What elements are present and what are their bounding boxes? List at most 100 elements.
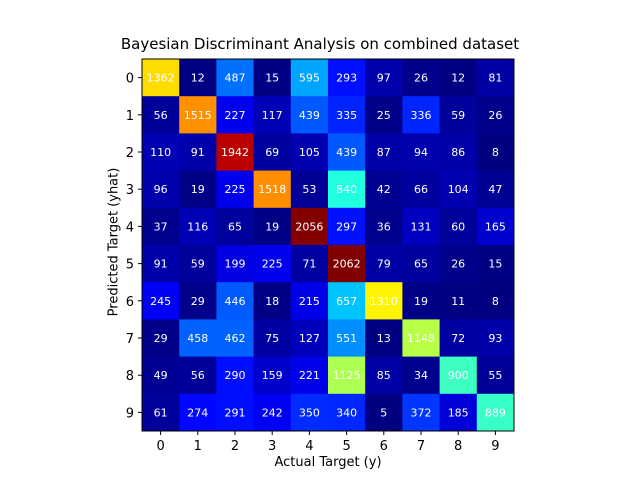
cell-value-label: 29 xyxy=(154,332,168,345)
cell-value-label: 75 xyxy=(265,332,279,345)
heatmap-cell xyxy=(179,245,217,283)
heatmap-cell xyxy=(216,207,255,246)
x-tick-label: 4 xyxy=(305,439,313,454)
cell-value-label: 900 xyxy=(448,369,469,382)
heatmap-cell xyxy=(476,207,515,246)
cell-value-label: 1362 xyxy=(147,72,175,85)
heatmap-cell xyxy=(179,59,217,97)
cell-value-label: 372 xyxy=(411,406,432,419)
x-tick-label: 9 xyxy=(491,439,499,454)
heatmap-cell xyxy=(253,133,292,172)
cell-value-label: 15 xyxy=(265,72,279,85)
heatmap-cell xyxy=(142,393,180,432)
heatmap-cell xyxy=(253,245,292,283)
cell-value-label: 59 xyxy=(191,258,205,271)
heatmap-cell xyxy=(476,133,515,172)
cell-value-label: 71 xyxy=(302,258,316,271)
cell-value-label: 93 xyxy=(488,332,502,345)
heatmap-cell xyxy=(402,207,441,246)
cell-value-label: 96 xyxy=(154,183,168,196)
y-tick-label: 7 xyxy=(126,332,134,347)
heatmap-cell xyxy=(365,207,403,246)
heatmap-cell xyxy=(216,170,255,209)
heatmap-cell xyxy=(290,393,329,432)
cell-value-label: 340 xyxy=(336,406,357,419)
heatmap-cell xyxy=(290,133,329,172)
cell-value-label: 165 xyxy=(485,220,506,233)
cell-value-label: 94 xyxy=(414,146,428,159)
cell-value-label: 242 xyxy=(262,406,283,419)
heatmap-cell xyxy=(365,245,403,283)
heatmap-cell xyxy=(439,393,478,432)
heatmap-cell xyxy=(142,319,180,358)
heatmap-cell xyxy=(142,282,180,320)
cell-value-label: 18 xyxy=(265,295,279,308)
heatmap-cell xyxy=(253,170,292,209)
heatmap-cell xyxy=(216,245,255,283)
cell-value-label: 458 xyxy=(187,332,208,345)
heatmap-cell xyxy=(365,393,403,432)
y-tick-label: 8 xyxy=(126,369,134,384)
cell-value-label: 227 xyxy=(225,109,246,122)
heatmap-cell xyxy=(402,319,441,358)
heatmap-cell xyxy=(476,59,515,97)
heatmap-cell xyxy=(402,96,441,134)
cell-value-label: 85 xyxy=(377,369,391,382)
heatmap-cell xyxy=(439,245,478,283)
cell-value-label: 350 xyxy=(299,406,320,419)
heatmap-cell xyxy=(365,59,403,97)
cell-value-label: 439 xyxy=(299,109,320,122)
heatmap-cells xyxy=(142,59,515,432)
cell-value-label: 72 xyxy=(451,332,465,345)
cell-value-label: 5 xyxy=(380,406,387,419)
heatmap-cell xyxy=(328,245,366,283)
heatmap-cell xyxy=(142,207,180,246)
cell-value-label: 56 xyxy=(191,369,205,382)
heatmap-cell xyxy=(179,96,217,134)
heatmap-cell xyxy=(290,96,329,134)
cell-value-label: 127 xyxy=(299,332,320,345)
x-tick-label: 1 xyxy=(194,439,202,454)
cell-value-label: 12 xyxy=(451,72,465,85)
cell-value-label: 81 xyxy=(488,72,502,85)
heatmap-cell xyxy=(328,393,366,432)
cell-value-label: 19 xyxy=(191,183,205,196)
cell-value-label: 104 xyxy=(448,183,469,196)
heatmap-cell xyxy=(439,133,478,172)
heatmap-cell xyxy=(328,133,366,172)
cell-value-label: 1310 xyxy=(370,295,398,308)
heatmap-cell xyxy=(476,356,515,395)
heatmap-cell xyxy=(365,282,403,320)
heatmap-cell xyxy=(476,393,515,432)
cell-value-label: 335 xyxy=(336,109,357,122)
cell-value-label: 49 xyxy=(154,369,168,382)
cell-value-label: 336 xyxy=(411,109,432,122)
heatmap-cell xyxy=(439,170,478,209)
heatmap-cell xyxy=(290,319,329,358)
heatmap-cell xyxy=(142,59,180,97)
heatmap-cell xyxy=(216,319,255,358)
cell-value-label: 657 xyxy=(336,295,357,308)
heatmap-cell xyxy=(402,170,441,209)
cell-value-label: 13 xyxy=(377,332,391,345)
heatmap-cell xyxy=(365,170,403,209)
cell-value-label: 105 xyxy=(299,146,320,159)
heatmap-cell xyxy=(216,282,255,320)
cell-value-label: 34 xyxy=(414,369,428,382)
cell-value-label: 185 xyxy=(448,406,469,419)
heatmap-cell xyxy=(328,282,366,320)
cell-value-label: 42 xyxy=(377,183,391,196)
y-tick-label: 0 xyxy=(126,72,134,87)
heatmap-cell xyxy=(476,245,515,283)
x-tick-label: 6 xyxy=(380,439,388,454)
heatmap-cell xyxy=(402,133,441,172)
cell-value-label: 65 xyxy=(228,220,242,233)
cell-value-label: 47 xyxy=(488,183,502,196)
x-tick-label: 2 xyxy=(231,439,239,454)
cell-value-label: 65 xyxy=(414,258,428,271)
heatmap-cell xyxy=(179,133,217,172)
cell-value-label: 19 xyxy=(265,220,279,233)
cell-value-label: 487 xyxy=(225,72,246,85)
cell-value-label: 462 xyxy=(225,332,246,345)
cell-value-label: 79 xyxy=(377,258,391,271)
